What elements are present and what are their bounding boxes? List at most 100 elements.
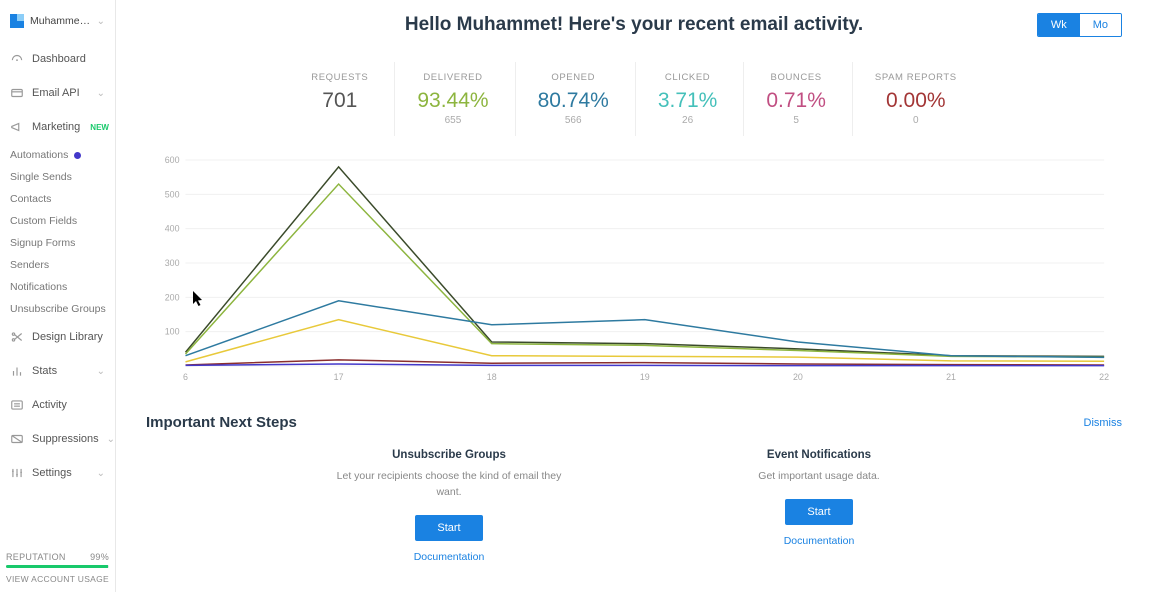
nav-label: Stats [32, 365, 57, 377]
nav-design-library[interactable]: Design Library [6, 320, 109, 354]
scissors-icon [10, 330, 24, 344]
reputation-label: REPUTATION [6, 552, 66, 562]
activity-chart: 1002003004005006006171819202122 [146, 154, 1114, 384]
reputation-value: 99% [90, 552, 109, 562]
list-icon [10, 398, 24, 412]
svg-text:22: 22 [1099, 372, 1109, 382]
card-description: Let your recipients choose the kind of e… [324, 469, 574, 501]
nav-label: Design Library [32, 331, 103, 343]
period-toggle: Wk Mo [1037, 13, 1122, 37]
chevron-down-icon: ⌄ [107, 434, 115, 445]
svg-text:6: 6 [183, 372, 188, 382]
gauge-icon [10, 52, 24, 66]
stat-value: 93.44% [417, 89, 488, 113]
subnav-automations[interactable]: Automations [8, 144, 109, 166]
card-icon [10, 86, 24, 100]
view-usage-link[interactable]: VIEW ACCOUNT USAGE [6, 574, 109, 584]
card-title: Event Notifications [694, 449, 944, 461]
sidebar-footer: REPUTATION 99% VIEW ACCOUNT USAGE [6, 552, 109, 584]
card-title: Unsubscribe Groups [324, 449, 574, 461]
next-steps-title: Important Next Steps [146, 414, 297, 431]
chevron-down-icon: ⌄ [97, 88, 105, 99]
subnav-unsubscribe-groups[interactable]: Unsubscribe Groups [8, 298, 109, 320]
stat-card[interactable]: OPENED 80.74% 566 [515, 62, 631, 136]
subnav-senders[interactable]: Senders [8, 254, 109, 276]
start-button[interactable]: Start [785, 499, 852, 525]
stat-value: 3.71% [658, 89, 718, 113]
stat-sub: 0 [875, 115, 957, 126]
stat-label: SPAM REPORTS [875, 72, 957, 83]
svg-text:500: 500 [165, 189, 180, 199]
svg-text:100: 100 [165, 327, 180, 337]
main-content: Hello Muhammet! Here's your recent email… [116, 0, 1152, 592]
dot-indicator-icon [74, 152, 81, 159]
stat-sub: 5 [766, 115, 826, 126]
page-title: Hello Muhammet! Here's your recent email… [405, 14, 863, 36]
stat-sub: 566 [538, 115, 609, 126]
next-step-card: Unsubscribe Groups Let your recipients c… [324, 449, 574, 563]
nav-activity[interactable]: Activity [6, 388, 109, 422]
svg-text:600: 600 [165, 155, 180, 165]
nav-label: Marketing [32, 121, 80, 133]
subnav-notifications[interactable]: Notifications [8, 276, 109, 298]
nav-dashboard[interactable]: Dashboard [6, 42, 109, 76]
subnav-contacts[interactable]: Contacts [8, 188, 109, 210]
account-switcher[interactable]: Muhammet Engin ⌄ [6, 8, 109, 42]
stats-row: REQUESTS 701 DELIVERED 93.44% 655OPENED … [146, 62, 1122, 136]
stat-sub: 26 [658, 115, 718, 126]
stat-label: BOUNCES [766, 72, 826, 83]
stat-label: CLICKED [658, 72, 718, 83]
toggle-week[interactable]: Wk [1038, 14, 1080, 36]
stat-value: 0.71% [766, 89, 826, 113]
nav-email-api[interactable]: Email API ⌄ [6, 76, 109, 110]
nav-label: Settings [32, 467, 72, 479]
chevron-down-icon: ⌄ [97, 16, 105, 27]
stat-card[interactable]: REQUESTS 701 [289, 62, 390, 136]
stat-label: OPENED [538, 72, 609, 83]
stat-label: REQUESTS [311, 72, 368, 83]
marketing-subnav: Automations Single Sends Contacts Custom… [6, 144, 109, 320]
nav-label: Dashboard [32, 53, 86, 65]
chevron-down-icon: ⌄ [97, 366, 105, 377]
nav-settings[interactable]: Settings ⌄ [6, 456, 109, 490]
chevron-down-icon: ⌄ [97, 468, 105, 479]
logo-icon [10, 14, 24, 28]
next-step-card: Event Notifications Get important usage … [694, 449, 944, 563]
megaphone-icon [10, 120, 24, 134]
dismiss-link[interactable]: Dismiss [1084, 417, 1123, 429]
subnav-single-sends[interactable]: Single Sends [8, 166, 109, 188]
svg-text:300: 300 [165, 258, 180, 268]
nav-stats[interactable]: Stats ⌄ [6, 354, 109, 388]
stat-card[interactable]: SPAM REPORTS 0.00% 0 [852, 62, 979, 136]
sidebar: Muhammet Engin ⌄ Dashboard Email API ⌄ M… [0, 0, 116, 592]
nav-label: Email API [32, 87, 80, 99]
nav-marketing[interactable]: Marketing NEW ⌄ [6, 110, 109, 144]
documentation-link[interactable]: Documentation [694, 535, 944, 547]
toggle-month[interactable]: Mo [1080, 14, 1121, 36]
card-description: Get important usage data. [694, 469, 944, 485]
stat-card[interactable]: BOUNCES 0.71% 5 [743, 62, 848, 136]
nav-label: Suppressions [32, 433, 99, 445]
reputation-bar [6, 565, 109, 568]
stat-card[interactable]: CLICKED 3.71% 26 [635, 62, 740, 136]
new-badge: NEW [90, 123, 109, 132]
subnav-custom-fields[interactable]: Custom Fields [8, 210, 109, 232]
next-steps-section: Important Next Steps Dismiss Unsubscribe… [146, 414, 1122, 563]
svg-text:400: 400 [165, 224, 180, 234]
start-button[interactable]: Start [415, 515, 482, 541]
svg-text:17: 17 [334, 372, 344, 382]
svg-text:18: 18 [487, 372, 497, 382]
stat-value: 80.74% [538, 89, 609, 113]
blocked-icon [10, 432, 24, 446]
svg-text:19: 19 [640, 372, 650, 382]
svg-text:21: 21 [946, 372, 956, 382]
stat-value: 0.00% [875, 89, 957, 113]
stat-card[interactable]: DELIVERED 93.44% 655 [394, 62, 510, 136]
nav-suppressions[interactable]: Suppressions ⌄ [6, 422, 109, 456]
nav-label: Activity [32, 399, 67, 411]
documentation-link[interactable]: Documentation [324, 551, 574, 563]
subnav-signup-forms[interactable]: Signup Forms [8, 232, 109, 254]
stat-label: DELIVERED [417, 72, 488, 83]
stat-value: 701 [311, 89, 368, 113]
sliders-icon [10, 466, 24, 480]
